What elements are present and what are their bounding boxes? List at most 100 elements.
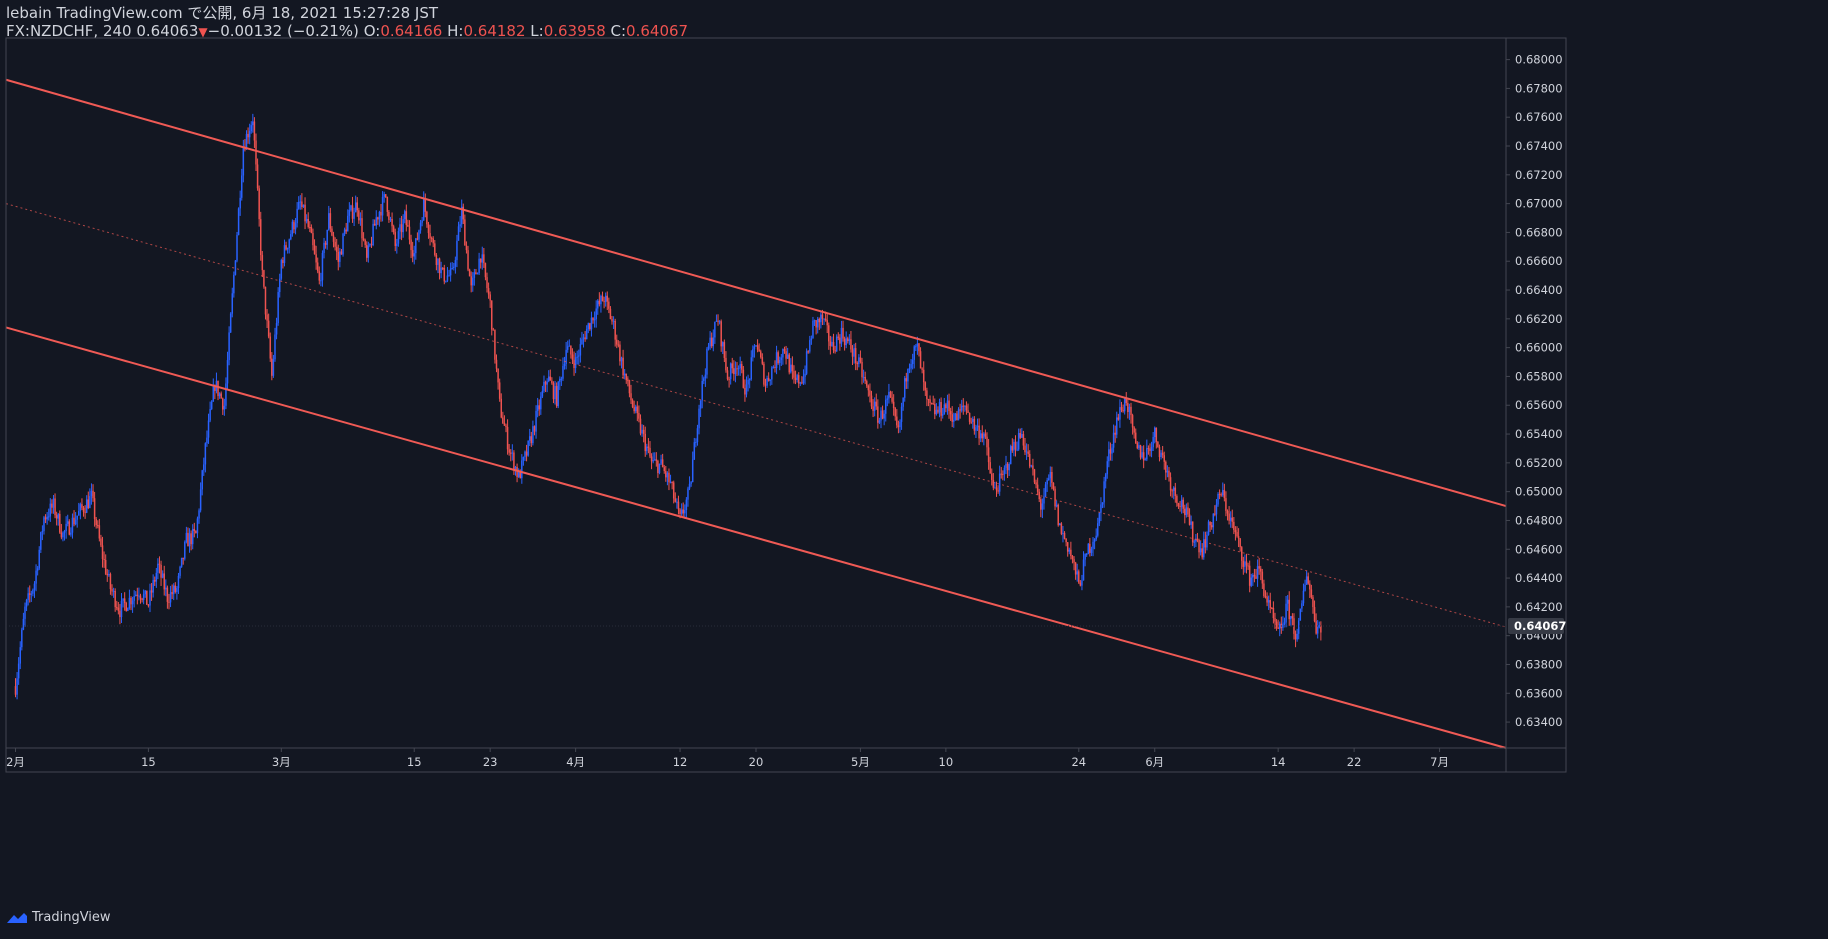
candle <box>1264 590 1267 599</box>
candle-body <box>1081 580 1083 586</box>
candle-body <box>63 531 66 533</box>
candle <box>888 383 890 404</box>
candle-body <box>161 573 164 578</box>
candle <box>1305 570 1308 585</box>
footer-branding[interactable]: TradingView <box>6 910 111 925</box>
candle-body <box>777 352 779 363</box>
candle <box>52 495 55 514</box>
candle-body <box>253 121 256 141</box>
candle <box>348 202 351 223</box>
candle <box>131 596 134 613</box>
candle <box>938 398 941 418</box>
candle <box>1210 522 1213 530</box>
candle-body <box>671 482 673 484</box>
candle-body <box>1009 446 1012 465</box>
candle <box>139 593 142 604</box>
candle-body <box>603 301 605 303</box>
candle <box>968 412 971 425</box>
candle <box>1108 441 1110 468</box>
candle <box>323 237 325 259</box>
candle <box>524 450 526 461</box>
y-tick-label: 0.67200 <box>1515 168 1563 182</box>
channel-lower-line[interactable] <box>5 326 1507 749</box>
candle-body <box>888 391 890 399</box>
candle <box>619 341 621 366</box>
candle-body <box>1149 448 1151 451</box>
candle <box>299 195 302 210</box>
candle-body <box>348 210 351 216</box>
candle <box>234 259 237 276</box>
candle-body <box>1195 538 1197 542</box>
candle <box>201 469 203 496</box>
candle <box>949 407 952 421</box>
candle-body <box>962 405 965 407</box>
candle-body <box>123 598 126 603</box>
candle-body <box>905 378 908 382</box>
candle-body <box>149 590 151 606</box>
candle-body <box>396 243 398 247</box>
channel-upper-line[interactable] <box>5 78 1507 508</box>
price-axis[interactable]: 0.680000.678000.676000.674000.672000.670… <box>5 37 1567 773</box>
candle-body <box>1255 576 1257 579</box>
candle-body <box>665 470 667 478</box>
candle-body <box>847 338 849 342</box>
candle-body <box>706 348 708 375</box>
candle-body <box>32 589 34 594</box>
candle <box>1005 455 1007 475</box>
candle-body <box>1125 398 1128 404</box>
candle <box>733 360 735 381</box>
candle-body <box>1139 445 1142 458</box>
candle <box>147 604 150 608</box>
candle-body <box>1024 445 1026 453</box>
candle <box>753 344 756 358</box>
candle <box>945 402 947 413</box>
candle <box>448 269 450 277</box>
candle <box>1233 517 1235 535</box>
candle-body <box>992 479 995 488</box>
candle-body <box>842 327 844 339</box>
candle-body <box>426 211 428 225</box>
candle-body <box>1134 432 1137 444</box>
candle-body <box>35 570 37 584</box>
candle <box>1052 482 1055 491</box>
time-axis[interactable]: 2月 15 3月 15 23 4月 12 20 5月 10 24 6月 14 22 7月 <box>6 748 1449 769</box>
candle <box>1290 615 1292 627</box>
candle-body <box>1256 566 1259 579</box>
candle <box>204 442 207 473</box>
candle-body <box>649 447 651 457</box>
candle-body <box>1133 427 1135 433</box>
candle-body <box>1055 504 1058 507</box>
candle-body <box>1066 542 1069 552</box>
candle <box>476 272 479 275</box>
candle <box>1087 542 1090 555</box>
candle <box>97 520 99 529</box>
symbol-label[interactable]: FX:NZDCHF <box>6 22 94 40</box>
candle <box>229 312 232 334</box>
candle-body <box>266 314 268 321</box>
regression-channel[interactable] <box>5 78 1507 749</box>
candle <box>856 361 859 371</box>
candle <box>76 515 78 528</box>
candle <box>163 565 165 596</box>
candle-body <box>95 519 97 526</box>
candle-body <box>957 409 960 421</box>
candle-body <box>188 533 191 547</box>
candle <box>853 343 855 364</box>
candle-body <box>616 339 618 345</box>
candle-body <box>220 393 222 399</box>
candle <box>590 311 593 337</box>
channel-middle-line[interactable] <box>5 203 1507 628</box>
candle-body <box>1177 503 1180 507</box>
candle <box>905 372 908 389</box>
candle <box>522 456 525 466</box>
candle <box>324 240 327 249</box>
candle <box>1296 628 1298 642</box>
candle-body <box>316 262 319 272</box>
candle <box>473 268 476 286</box>
candle <box>497 368 499 390</box>
candle <box>1103 476 1105 508</box>
candle-body <box>965 405 968 411</box>
candle <box>1019 428 1021 439</box>
candle <box>881 405 884 420</box>
